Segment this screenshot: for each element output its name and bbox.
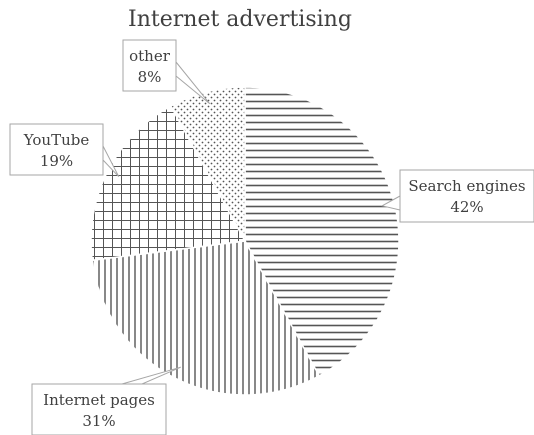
callout-box [122,39,177,92]
callout-pointer [121,366,181,385]
slice-value-label: 42% [450,198,483,216]
slice-label: YouTube [23,131,90,149]
slice-label: other [129,47,171,65]
slice-label: Search engines [408,177,525,195]
slice-value-label: 31% [82,412,115,430]
pie-slice-internet-pages [91,240,321,396]
callout-pointer [102,145,120,178]
callout-pointer [380,195,401,211]
callout-other: other 8% [122,39,211,105]
pie-callouts: Search engines 42% Internet pages 31% YouTub… [9,39,534,435]
slice-value-label: 8% [138,68,162,86]
pie-slices [90,86,400,396]
slice-value-label: 19% [40,152,73,170]
pie-slice-other [169,86,246,242]
callout-box [31,383,167,435]
slice-label: Internet pages [43,391,155,409]
callout-search-engines: Search engines 42% [380,169,534,223]
callout-box [9,123,104,176]
callout-youtube: YouTube 19% [9,123,120,178]
callout-internet-pages: Internet pages 31% [31,366,181,435]
chart-title: Internet advertising [128,7,352,32]
callout-box [399,169,534,223]
pie-slice-youtube [90,105,247,262]
callout-pointer [175,61,211,105]
